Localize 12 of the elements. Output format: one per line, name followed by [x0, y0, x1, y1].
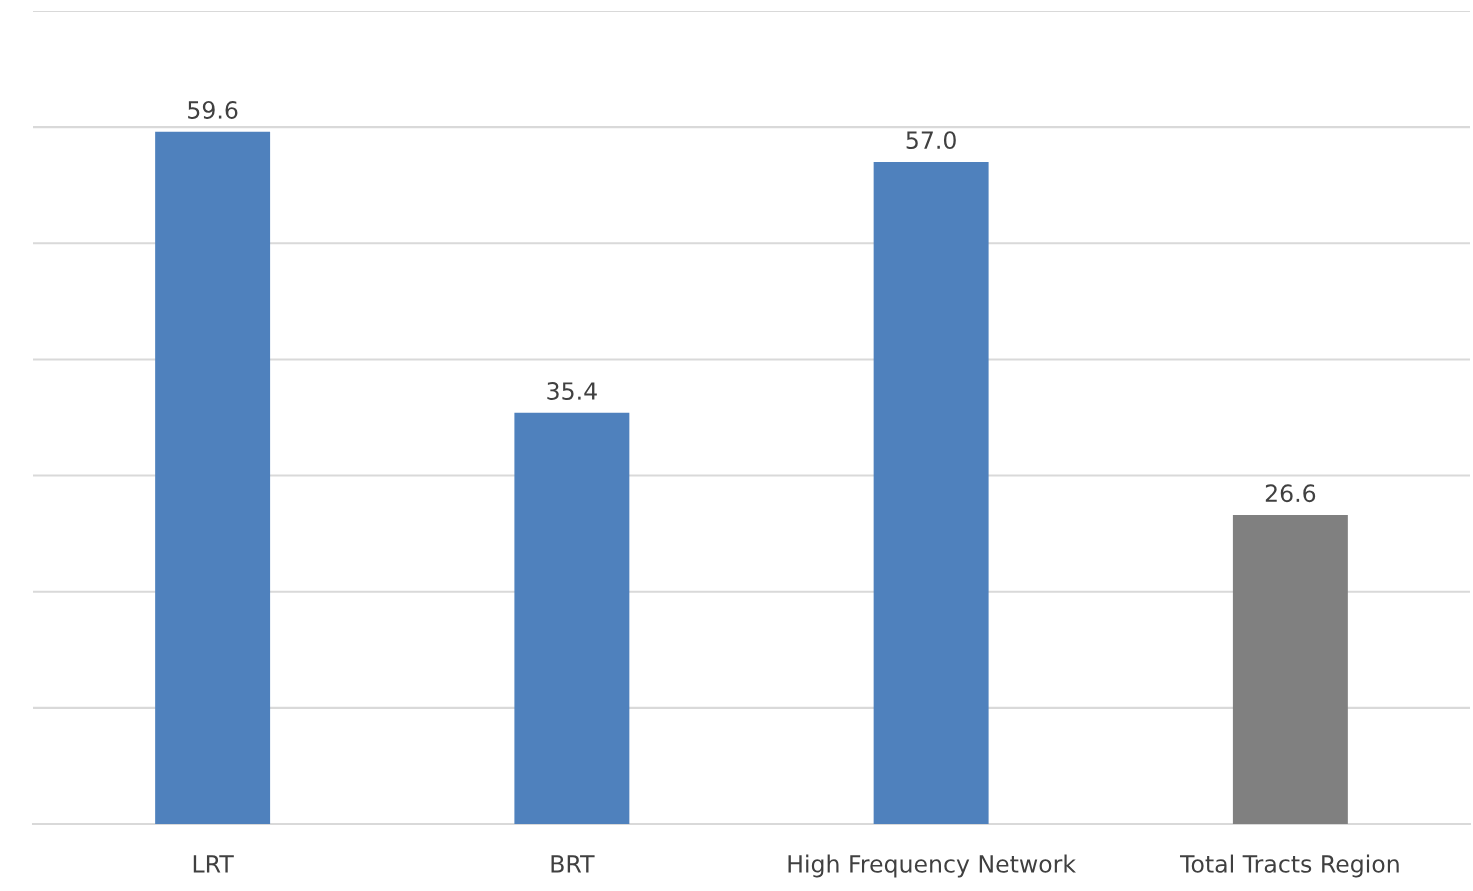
x-tick-label: High Frequency Network	[788, 854, 1076, 878]
bar	[1232, 515, 1348, 824]
data-label: 57.0	[906, 131, 956, 150]
bar	[514, 412, 630, 824]
bar	[155, 131, 271, 824]
x-tick-label: BRT	[551, 855, 595, 873]
bar	[873, 161, 989, 824]
x-tick-label: LRT	[193, 855, 234, 873]
data-label: 59.6	[188, 101, 238, 119]
data-label: 35.4	[547, 382, 597, 400]
data-label: 26.6	[1265, 484, 1316, 503]
x-tick-label: Total Tracts Region	[1179, 854, 1399, 878]
